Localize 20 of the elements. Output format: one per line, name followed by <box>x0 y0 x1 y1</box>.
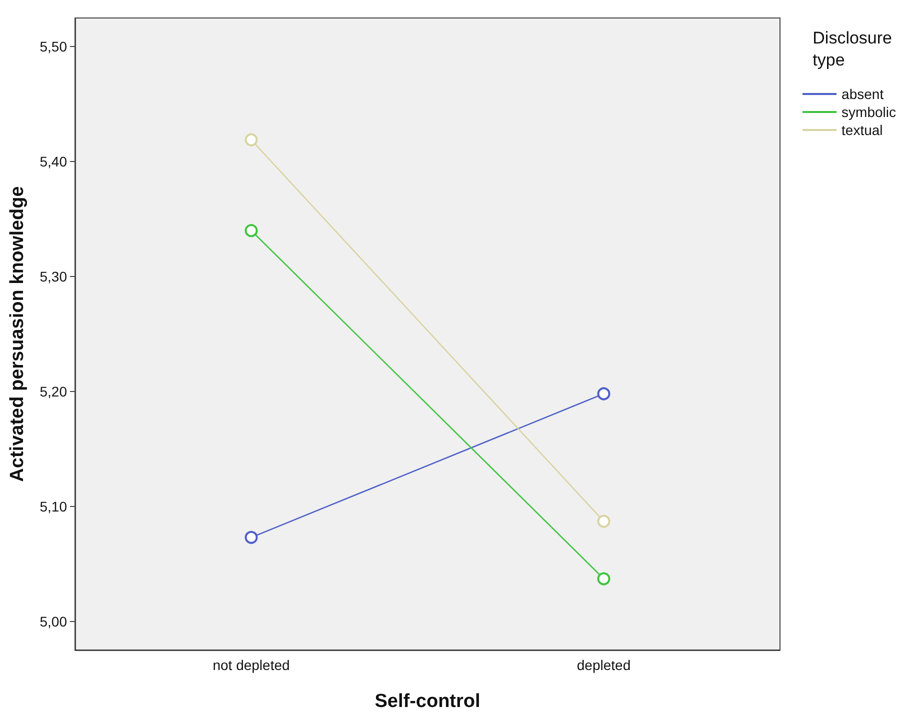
point <box>597 572 610 586</box>
y-tick-label: 5,30 <box>40 268 68 285</box>
y-tick-label: 5,10 <box>40 498 68 514</box>
legend-title: Disclosure type <box>812 28 892 70</box>
y-tick-label: 5,20 <box>40 383 68 400</box>
x-axis-title: Self-control <box>374 691 480 712</box>
x-tick-label: not depleted <box>212 657 290 673</box>
y-tick-label: 5,40 <box>40 154 68 170</box>
x-tick-label: depleted <box>576 657 631 673</box>
point <box>244 530 258 544</box>
legend-label: absent <box>842 86 884 102</box>
legend-label: textual <box>842 122 883 138</box>
point <box>597 387 610 400</box>
y-axis-title: Activated persuasion knowledge <box>7 186 28 482</box>
y-tick-label: 5,00 <box>40 613 68 630</box>
point <box>597 514 610 528</box>
legend-label: symbolic <box>842 104 896 120</box>
y-tick-label: 5,50 <box>40 38 68 55</box>
point <box>244 133 258 146</box>
point <box>244 224 258 238</box>
